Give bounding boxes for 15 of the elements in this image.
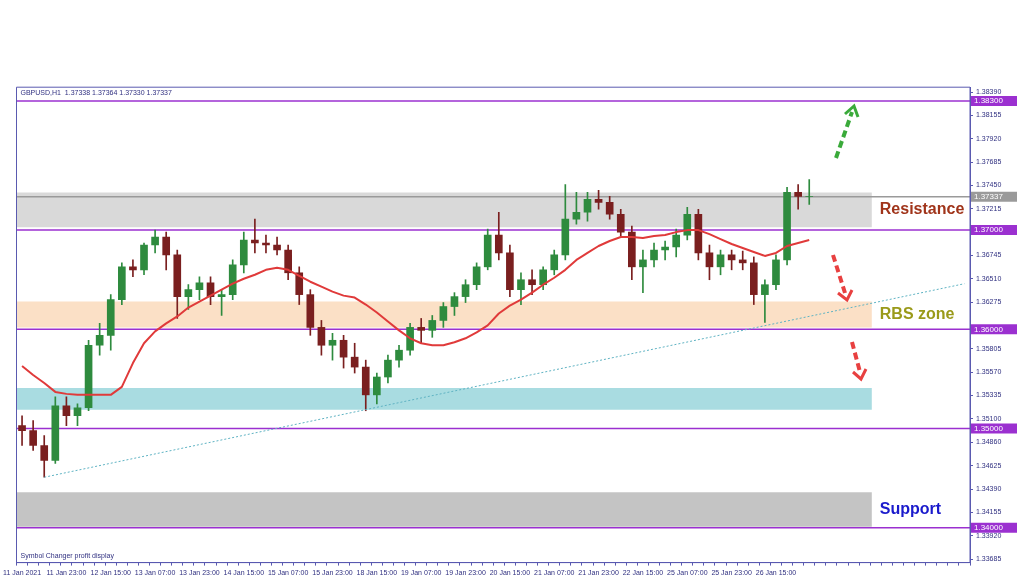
ref-line-label: 1.34000 [974,523,1004,533]
ref-line-label: 1.37000 [974,225,1004,235]
ref-line-label: 1.35000 [974,423,1004,433]
band-label: Support [879,499,942,517]
band-label: RBS zone [879,304,955,322]
band-label: Resistance [879,200,965,218]
ref-line-label: 1.37337 [974,191,1004,201]
candlestick [417,318,426,344]
candlestick [639,249,647,293]
candlestick [761,279,769,323]
ref-line-label: 1.38300 [974,96,1004,106]
candlestick [18,415,26,446]
candlestick [794,184,802,210]
candlestick [805,179,814,205]
ref-line-label: 1.36000 [974,324,1004,334]
